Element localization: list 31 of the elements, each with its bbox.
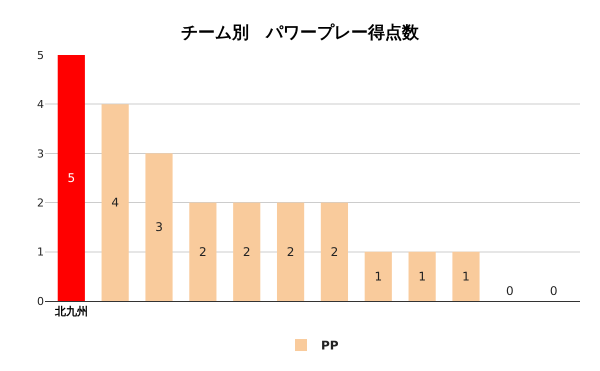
legend-label: PP — [321, 338, 339, 353]
data-label: 3 — [155, 220, 163, 234]
data-label: 0 — [506, 284, 514, 298]
data-label: 2 — [242, 244, 251, 259]
bar — [189, 202, 216, 301]
bar — [364, 252, 392, 301]
bar — [102, 104, 129, 301]
bar — [145, 153, 173, 301]
bar — [320, 202, 348, 301]
bar — [58, 55, 85, 301]
data-label: 4 — [111, 196, 119, 210]
bar — [233, 202, 260, 301]
y-tick-label: 5 — [37, 48, 44, 62]
data-label: 5 — [67, 171, 76, 185]
y-tick-label: 2 — [37, 196, 44, 210]
data-label: 2 — [199, 244, 207, 259]
data-label: 2 — [286, 244, 294, 259]
y-tick-label: 4 — [37, 98, 44, 112]
y-tick-label: 3 — [37, 147, 44, 160]
y-tick-label: 1 — [37, 246, 44, 259]
data-label: 0 — [550, 284, 558, 298]
data-label: 1 — [374, 269, 382, 284]
data-label: 1 — [418, 269, 426, 284]
y-tick-label: 0 — [37, 294, 44, 308]
bar — [408, 252, 436, 301]
chart-title: チーム別 パワープレー得点数 — [181, 22, 420, 43]
data-label: 2 — [330, 244, 338, 259]
data-label: 1 — [462, 269, 470, 284]
bar — [276, 202, 304, 301]
bar — [452, 252, 480, 301]
x-tick-label: 北九州 — [54, 305, 88, 318]
